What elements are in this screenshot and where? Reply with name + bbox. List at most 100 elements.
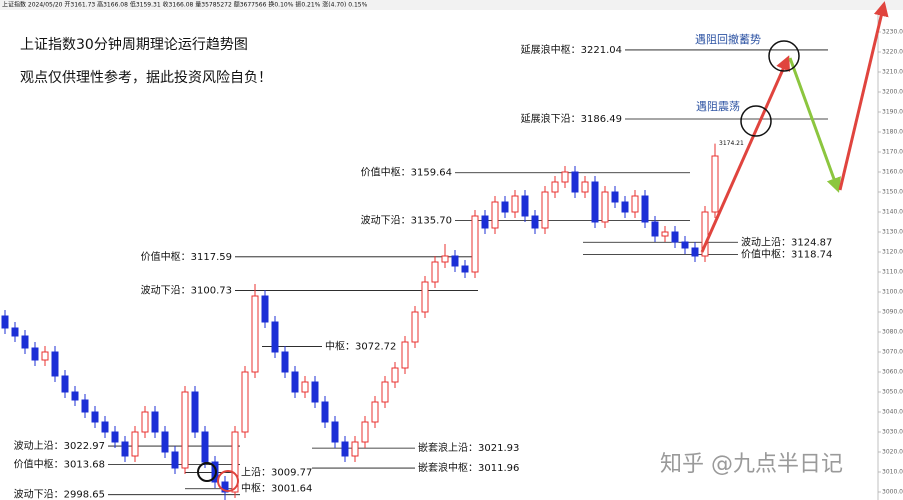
candle-body [81, 399, 89, 413]
candle-body [411, 311, 419, 343]
plot: 3000.00 3010.00 3020.00 3030.00 3040.00 3050.… [1, 29, 903, 500]
level-value: 3124.87 [791, 237, 832, 248]
candle-body [531, 215, 539, 229]
header-bar [0, 0, 903, 10]
candle-body [121, 441, 129, 457]
candle-body [361, 421, 369, 443]
highlight-circle [197, 462, 217, 482]
level-name: 嵌套浪中枢： [418, 461, 478, 474]
y-tick-label: 3190.00 [882, 109, 903, 116]
candle-body [231, 431, 239, 493]
candle-body [51, 351, 59, 377]
candle-body [71, 391, 79, 401]
level-label: 上沿：3009.77 [241, 466, 312, 478]
candle-body [421, 281, 429, 313]
candle-body [581, 181, 589, 193]
candle-body [611, 191, 619, 203]
candle-body [671, 231, 679, 243]
candle-body [281, 351, 289, 373]
candle-body [331, 421, 339, 443]
candle-body [181, 391, 189, 469]
y-tick-label: 3120.00 [882, 249, 903, 256]
candle-body [441, 255, 449, 263]
candle-body [431, 261, 439, 283]
candle-body [271, 321, 279, 353]
candle-body [131, 431, 139, 457]
level-label: 延展浪下沿：3186.49 [521, 112, 622, 125]
candle-body [1, 315, 9, 329]
y-tick-label: 3030.00 [882, 429, 903, 436]
level-name: 波动上沿： [741, 235, 791, 248]
candle-body [341, 441, 349, 457]
candle-body [61, 375, 69, 393]
candle-body [551, 181, 559, 193]
candle-body [301, 381, 309, 393]
candle-body [691, 247, 699, 257]
level-value: 3072.72 [355, 342, 396, 353]
candle-body [41, 351, 49, 361]
candle-body [191, 391, 199, 433]
level-label: 嵌套浪上沿：3021.93 [418, 441, 519, 454]
candle-body [651, 221, 659, 237]
level-name: 延展浪中枢： [521, 43, 581, 56]
level-value: 3186.49 [581, 114, 622, 125]
candle-body [241, 371, 249, 433]
level-label: 波动下沿：3135.70 [361, 214, 452, 227]
y-tick-label: 3150.00 [882, 189, 903, 196]
candle-body [681, 241, 689, 249]
level-value: 3021.93 [478, 443, 519, 454]
level-name: 波动下沿： [141, 284, 191, 297]
candle-body [451, 255, 459, 267]
y-tick-label: 3160.00 [882, 169, 903, 176]
level-name: 价值中枢： [141, 250, 191, 263]
candle-body [291, 371, 299, 393]
highlight-circle [217, 470, 239, 492]
candle-body [701, 211, 709, 257]
candle-body [201, 431, 209, 463]
candle-body [401, 341, 409, 369]
y-tick-label: 3140.00 [882, 209, 903, 216]
y-tick-label: 3220.00 [882, 49, 903, 56]
level-label: 嵌套浪中枢：3011.96 [418, 461, 519, 474]
level-value: 3100.73 [191, 286, 232, 297]
candle-body [591, 181, 599, 223]
level-label: 价值中枢：3118.74 [741, 248, 832, 261]
candle-body [461, 265, 469, 273]
level-name: 延展浪下沿： [521, 112, 581, 125]
level-value: 3221.04 [581, 45, 622, 56]
level-name: 嵌套浪上沿： [418, 441, 478, 454]
candle-body [391, 367, 399, 383]
level-label: 中枢：3072.72 [325, 340, 396, 353]
candle-body [141, 411, 149, 433]
header-info: 上证指数 2024/05/20 开3161.73 高3166.08 低3159.… [2, 1, 368, 9]
candle-body [221, 481, 229, 493]
candle-body [31, 347, 39, 361]
high-label: 3174.21 [719, 140, 744, 147]
projection-arrow [700, 55, 790, 253]
y-tick-label: 3230.00 [882, 29, 903, 36]
chart-title: 上证指数30分钟周期理论运行趋势图 [20, 36, 248, 53]
y-tick-label: 3110.00 [882, 269, 903, 276]
candle-body [601, 191, 609, 223]
candle-body [471, 215, 479, 273]
highlight-circle [768, 40, 800, 72]
y-tick-label: 3200.00 [882, 89, 903, 96]
level-label: 波动下沿：2998.65 [14, 488, 105, 500]
level-value: 3118.74 [791, 250, 832, 261]
level-value: 3013.68 [64, 460, 105, 471]
candle-body [91, 411, 99, 423]
candle-body [511, 195, 519, 213]
candle-body [111, 431, 119, 443]
level-label: 价值中枢：3159.64 [361, 166, 452, 179]
candle-body [521, 195, 529, 217]
y-tick-label: 3010.00 [882, 469, 903, 476]
level-name: 中枢： [241, 482, 271, 495]
y-tick-label: 3170.00 [882, 149, 903, 156]
candle-body [151, 411, 159, 433]
level-value: 3011.96 [478, 463, 519, 474]
candle-body [571, 171, 579, 193]
candle-body [21, 335, 29, 349]
y-tick-label: 3180.00 [882, 129, 903, 136]
